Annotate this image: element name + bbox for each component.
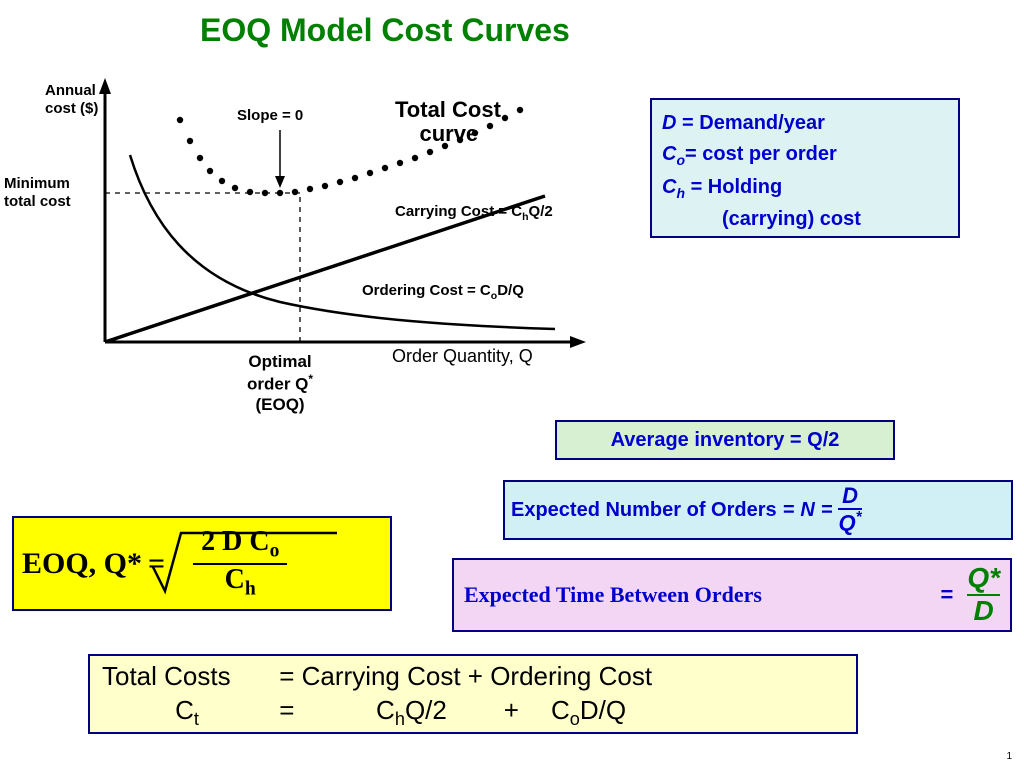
total-costs-line2: Ct = ChQ/2 + CoD/Q: [102, 694, 844, 732]
slope-arrow: [275, 130, 285, 188]
y-axis-label: Annual cost ($): [45, 82, 115, 118]
x-axis-label: Order Quantity, Q: [392, 346, 533, 367]
radical-icon: [151, 521, 341, 601]
page-number: 1: [1006, 751, 1012, 762]
eoq-formula-box: EOQ, Q* = 2 D Co Ch: [12, 516, 392, 611]
expected-orders-box: Expected Number of Orders = N = D Q*: [503, 480, 1013, 540]
def-holding-cost: Ch = Holding: [662, 172, 948, 205]
expected-time-box: Expected Time Between Orders = Q* D: [452, 558, 1012, 632]
avg-inventory-box: Average inventory = Q/2: [555, 420, 895, 460]
slope-label: Slope = 0: [237, 107, 303, 124]
total-costs-line1: Total Costs = Carrying Cost + Ordering C…: [102, 660, 844, 694]
total-cost-label: Total Cost curve: [395, 98, 501, 146]
def-holding-cost-2: (carrying) cost: [662, 204, 948, 235]
ordering-label: Ordering Cost = CoD/Q: [362, 282, 524, 302]
def-demand: D = Demand/year: [662, 108, 948, 139]
total-costs-box: Total Costs = Carrying Cost + Ordering C…: [88, 654, 858, 734]
def-order-cost: Co= cost per order: [662, 139, 948, 172]
optimal-label: Optimal order Q* (EOQ): [247, 352, 313, 416]
min-cost-label: Minimum total cost: [4, 175, 84, 211]
definitions-box: D = Demand/year Co= cost per order Ch = …: [650, 98, 960, 238]
carrying-label: Carrying Cost = ChQ/2: [395, 203, 553, 223]
